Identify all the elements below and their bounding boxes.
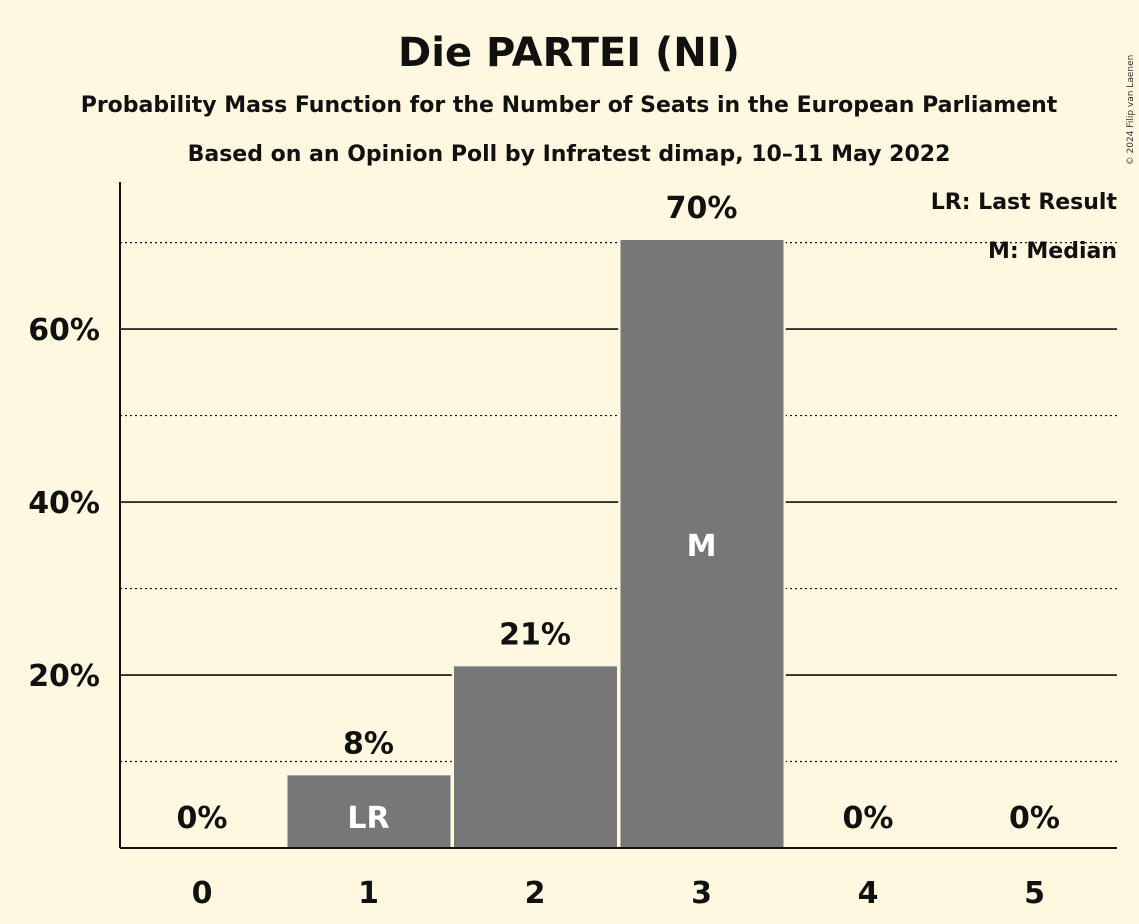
value-label: 0% bbox=[177, 801, 228, 836]
x-tick-label: 0 bbox=[192, 876, 213, 911]
y-tick-label: 40% bbox=[28, 486, 100, 521]
value-label: 21% bbox=[499, 617, 571, 652]
bar-marker-M: M bbox=[687, 529, 717, 564]
value-label: 70% bbox=[666, 191, 738, 226]
bar-gap bbox=[285, 775, 288, 848]
chart-subtitle-2: Based on an Opinion Poll by Infratest di… bbox=[188, 142, 951, 167]
bar-gap bbox=[617, 666, 620, 848]
bar-gap bbox=[783, 240, 786, 848]
bar-3 bbox=[619, 240, 784, 848]
chart-subtitle-1: Probability Mass Function for the Number… bbox=[81, 93, 1058, 118]
x-tick-label: 4 bbox=[858, 876, 879, 911]
x-tick-label: 5 bbox=[1024, 876, 1045, 911]
chart-title: Die PARTEI (NI) bbox=[398, 30, 740, 76]
x-tick-label: 3 bbox=[691, 876, 712, 911]
axes bbox=[119, 182, 1117, 849]
legend-last-result: LR: Last Result bbox=[931, 190, 1118, 215]
value-label: 0% bbox=[1009, 801, 1060, 836]
bar-gap bbox=[618, 240, 621, 848]
value-label: 8% bbox=[343, 726, 394, 761]
bars bbox=[285, 240, 786, 848]
legend-median: M: Median bbox=[988, 239, 1117, 264]
bar-gap bbox=[450, 775, 453, 848]
x-tick-label: 2 bbox=[525, 876, 546, 911]
bar-2 bbox=[453, 666, 617, 848]
y-tick-label: 60% bbox=[28, 313, 100, 348]
value-label: 0% bbox=[843, 801, 894, 836]
bar-1 bbox=[286, 775, 451, 848]
bar-gap bbox=[451, 666, 454, 848]
x-tick-label: 1 bbox=[358, 876, 379, 911]
copyright-text: © 2024 Filip van Laenen bbox=[1126, 55, 1136, 166]
y-tick-label: 20% bbox=[28, 659, 100, 694]
bar-marker-LR: LR bbox=[347, 801, 389, 836]
